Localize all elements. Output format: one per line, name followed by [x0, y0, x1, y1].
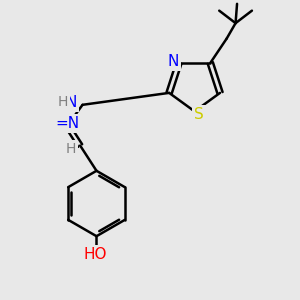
Text: N: N	[168, 54, 179, 69]
Text: H: H	[65, 142, 76, 156]
Text: S: S	[194, 107, 204, 122]
Text: HO: HO	[83, 247, 107, 262]
Text: N: N	[65, 95, 77, 110]
Text: H: H	[58, 95, 68, 110]
Text: =N: =N	[56, 116, 80, 131]
